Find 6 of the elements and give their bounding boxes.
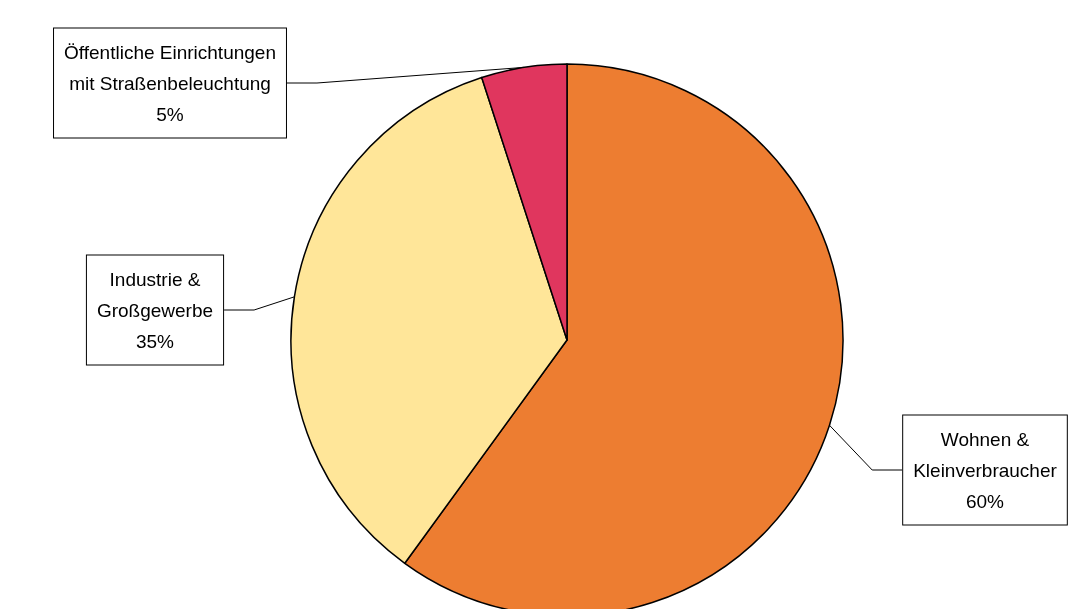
slice-label: Öffentliche Einrichtungen mit Straßenbeleuchtung	[64, 41, 276, 94]
data-label: 5%	[156, 103, 184, 125]
slice-label: Wohnen & Kleinverbraucher	[913, 428, 1058, 481]
data-label: 60%	[965, 490, 1005, 512]
slice-label: Industrie & Großgewerbe	[96, 268, 214, 321]
data-label: 35%	[135, 330, 175, 352]
